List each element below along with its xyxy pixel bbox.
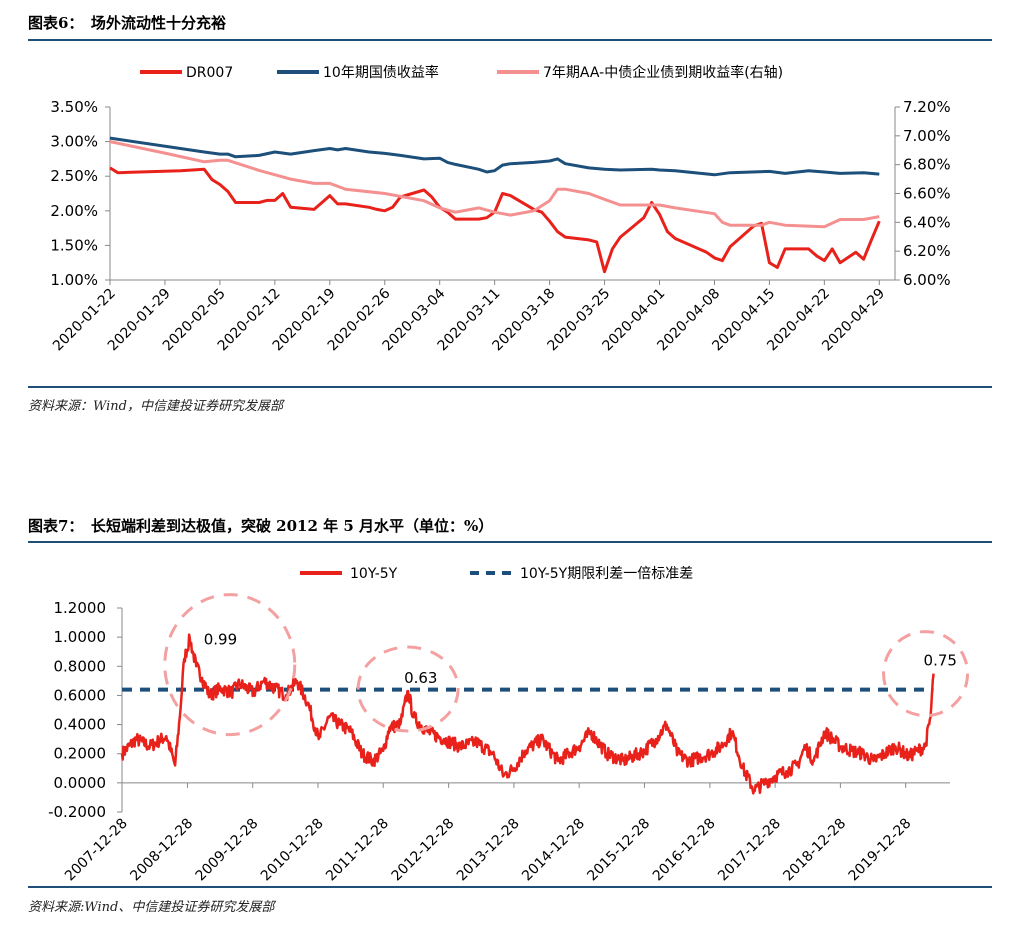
figure6-top-rule bbox=[28, 39, 992, 41]
figure7-bottom-rule bbox=[28, 886, 992, 888]
figure7-caption: 图表7： 长短端利差到达极值，突破 2012 年 5 月水平（单位：%） bbox=[28, 517, 494, 535]
y-right-tick-label: 6.80% bbox=[903, 156, 951, 174]
series-line bbox=[109, 140, 880, 229]
y-left-tick-label: 3.00% bbox=[50, 133, 98, 151]
y-left-tick-label: 2.50% bbox=[50, 167, 98, 185]
x-tick-label: 2016-12-28 bbox=[650, 816, 719, 885]
y-tick-label: 0.0000 bbox=[54, 774, 107, 792]
legend-label: 10Y-5Y期限利差一倍标准差 bbox=[520, 566, 693, 582]
y-right-tick-label: 6.40% bbox=[903, 213, 951, 231]
highlight-ellipse bbox=[356, 645, 460, 733]
chart-term-spread: -0.2000 0.0000 0.2000 0.4000 0.6000 0.8000 1.0… bbox=[48, 566, 970, 885]
y-left-tick-label: 3.50% bbox=[50, 98, 98, 116]
figure6-caption: 图表6： 场外流动性十分充裕 bbox=[28, 14, 226, 32]
y-tick-label: 0.2000 bbox=[54, 745, 107, 763]
x-tick-label: 2012-12-28 bbox=[389, 816, 458, 885]
highlight-ellipse bbox=[163, 593, 297, 737]
annotation-label: 0.99 bbox=[204, 631, 237, 649]
highlight-ellipse bbox=[882, 630, 970, 718]
legend-label: DR007 bbox=[186, 65, 233, 81]
x-tick-label: 2017-12-28 bbox=[715, 816, 784, 885]
y-left-tick-label: 1.00% bbox=[50, 271, 98, 289]
figure6-bottom-rule bbox=[28, 386, 992, 388]
y-right-tick-label: 7.00% bbox=[903, 127, 951, 145]
y-right-tick-label: 6.00% bbox=[903, 271, 951, 289]
y-right-tick-label: 6.20% bbox=[903, 242, 951, 260]
x-tick-label: 2018-12-28 bbox=[780, 816, 849, 885]
y-tick-label: -0.2000 bbox=[48, 803, 106, 821]
figure6-source: 资料来源：Wind，中信建投证券研究发展部 bbox=[28, 399, 283, 414]
x-tick-label: 2011-12-28 bbox=[323, 816, 392, 885]
x-tick-label: 2009-12-28 bbox=[193, 816, 262, 885]
y-left-tick-label: 1.50% bbox=[50, 236, 98, 254]
legend-label: 7年期AA-中债企业债到期收益率(右轴) bbox=[543, 64, 783, 81]
x-tick-label: 2013-12-28 bbox=[454, 816, 523, 885]
chart-liquidity: 1.00% 1.50% 2.00% 2.50% 3.00% 3.50% 6.00% 6.20%… bbox=[50, 64, 951, 354]
x-tick-label: 2015-12-28 bbox=[584, 816, 653, 885]
x-tick-label: 2019-12-28 bbox=[846, 816, 915, 885]
legend-label: 10年期国债收益率 bbox=[323, 64, 439, 81]
x-tick-label: 2014-12-28 bbox=[519, 816, 588, 885]
y-right-tick-label: 6.60% bbox=[903, 185, 951, 203]
legend-label: 10Y-5Y bbox=[350, 566, 398, 582]
y-tick-label: 1.2000 bbox=[54, 599, 107, 617]
series-line bbox=[109, 136, 880, 177]
series-line bbox=[120, 633, 935, 795]
series-line bbox=[109, 166, 881, 274]
figure7-source: 资料来源:Wind、中信建投证券研究发展部 bbox=[28, 900, 275, 915]
x-tick-label: 2007-12-28 bbox=[62, 816, 131, 885]
y-right-tick-label: 7.20% bbox=[903, 98, 951, 116]
annotation-label: 0.75 bbox=[924, 652, 957, 670]
x-tick-label: 2008-12-28 bbox=[127, 816, 196, 885]
figure7-top-rule bbox=[28, 541, 992, 543]
annotation-label: 0.63 bbox=[404, 669, 437, 687]
y-tick-label: 1.0000 bbox=[54, 628, 107, 646]
y-tick-label: 0.4000 bbox=[54, 716, 107, 734]
y-left-tick-label: 2.00% bbox=[50, 202, 98, 220]
y-tick-label: 0.8000 bbox=[54, 657, 107, 675]
x-tick-label: 2010-12-28 bbox=[258, 816, 327, 885]
y-tick-label: 0.6000 bbox=[54, 686, 107, 704]
